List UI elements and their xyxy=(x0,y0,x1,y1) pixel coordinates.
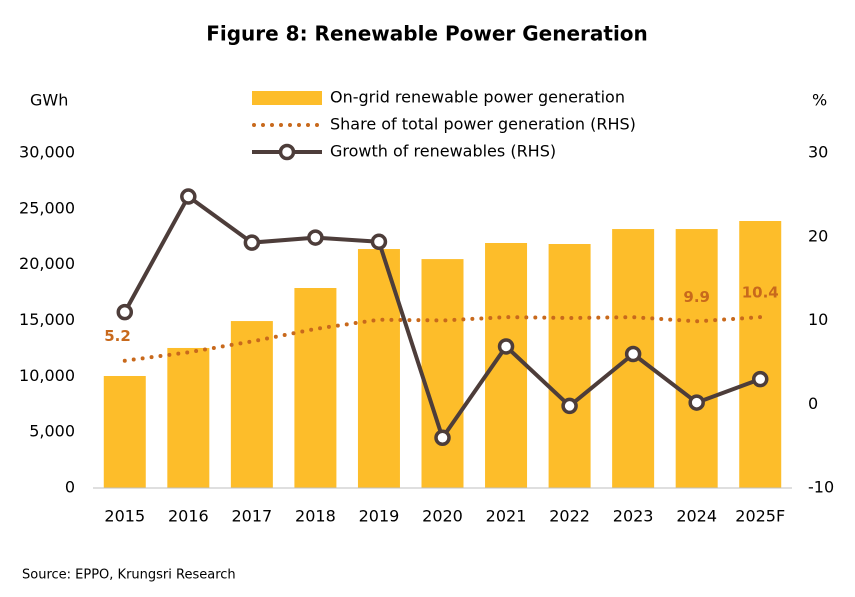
y-tick-label: 25,000 xyxy=(19,198,75,217)
y-tick-label: 15,000 xyxy=(19,310,75,329)
bar xyxy=(167,347,210,488)
y2-tick-label: 0 xyxy=(808,394,818,413)
y2-axis-unit: % xyxy=(812,91,827,110)
growth-marker xyxy=(751,370,769,388)
x-tick-label: 2023 xyxy=(613,507,654,526)
share-line xyxy=(122,315,763,363)
y-tick-label: 20,000 xyxy=(19,254,75,273)
bar xyxy=(548,244,591,488)
y2-tick-label: 30 xyxy=(808,143,828,162)
bar xyxy=(675,229,718,489)
x-tick-label: 2025F xyxy=(735,507,785,526)
growth-marker xyxy=(561,397,578,415)
growth-marker xyxy=(243,234,261,251)
y-tick-label: 0 xyxy=(65,478,75,497)
x-tick-label: 2016 xyxy=(168,507,209,526)
legend-swatch xyxy=(278,143,296,161)
growth-marker xyxy=(307,229,324,246)
growth-marker xyxy=(370,233,388,251)
growth-marker xyxy=(688,394,705,411)
x-tick-label: 2019 xyxy=(359,507,400,526)
growth-marker xyxy=(116,303,134,321)
legend-label: On-grid renewable power generation xyxy=(330,88,625,107)
source-note: Source: EPPO, Krungsri Research xyxy=(22,568,236,583)
x-tick-label: 2017 xyxy=(232,507,273,526)
x-tick-label: 2018 xyxy=(295,507,336,526)
y-tick-label: 10,000 xyxy=(19,366,75,385)
y2-tick-label: 10 xyxy=(808,310,828,329)
y-tick-label: 5,000 xyxy=(29,422,75,441)
bar xyxy=(421,259,464,488)
bar xyxy=(294,288,337,488)
x-tick-label: 2024 xyxy=(676,507,717,526)
data-label: 5.2 xyxy=(104,327,131,345)
x-tick-label: 2021 xyxy=(486,507,527,526)
y-tick-label: 30,000 xyxy=(19,143,75,162)
growth-marker xyxy=(434,429,451,446)
y2-tick-label: 20 xyxy=(808,226,828,245)
x-tick-label: 2020 xyxy=(422,507,463,526)
chart-title: Figure 8: Renewable Power Generation xyxy=(206,22,648,46)
bar xyxy=(103,375,146,488)
legend-swatch xyxy=(252,91,322,105)
growth-marker xyxy=(624,345,642,363)
y2-tick-label: -10 xyxy=(808,478,834,497)
growth-marker xyxy=(497,338,515,355)
bar xyxy=(739,221,782,488)
legend-label: Share of total power generation (RHS) xyxy=(330,115,636,134)
data-label: 9.9 xyxy=(683,288,710,306)
x-tick-label: 2015 xyxy=(104,507,145,526)
bar xyxy=(230,321,273,488)
growth-marker xyxy=(180,188,197,205)
y-axis-unit: GWh xyxy=(30,91,68,110)
legend-label: Growth of renewables (RHS) xyxy=(330,142,556,161)
data-label: 10.4 xyxy=(742,284,779,302)
x-tick-label: 2022 xyxy=(549,507,590,526)
